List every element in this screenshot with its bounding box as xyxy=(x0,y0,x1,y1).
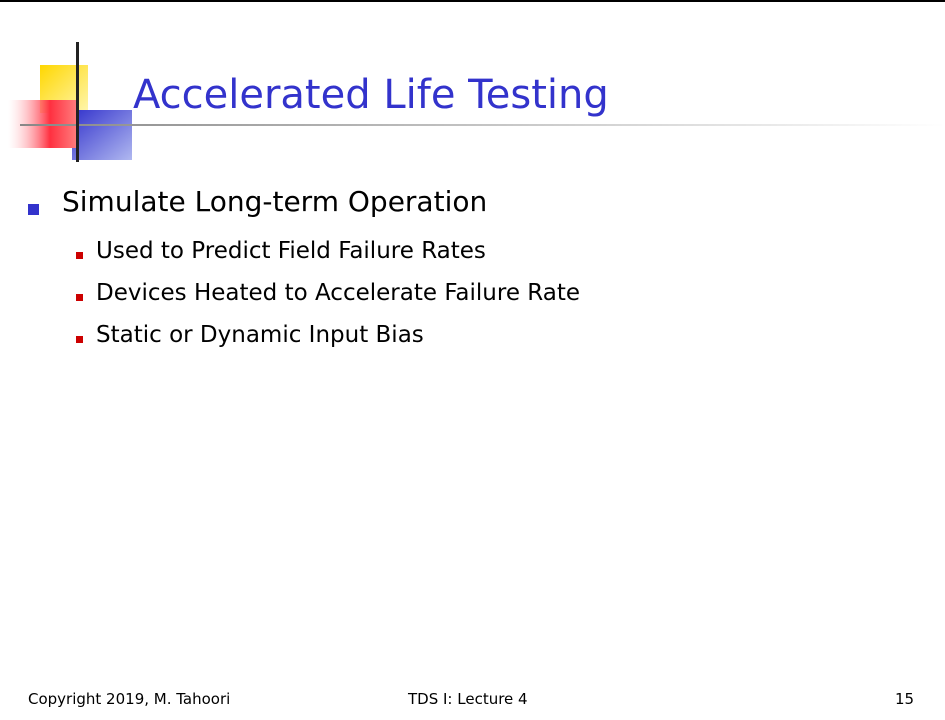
sub-bullet xyxy=(76,336,83,343)
sub-bullet-text: Used to Predict Field Failure Rates xyxy=(96,238,486,264)
footer-copyright: Copyright 2019, M. Tahoori xyxy=(28,690,231,708)
sub-bullet-text: Static or Dynamic Input Bias xyxy=(96,322,424,348)
page-number: 15 xyxy=(895,690,915,708)
footer-center: TDS I: Lecture 4 xyxy=(408,690,528,708)
title: Accelerated Life Testing xyxy=(133,72,609,118)
sub-bullet xyxy=(76,252,83,259)
sub-bullet-text: Devices Heated to Accelerate Failure Rat… xyxy=(96,280,581,306)
title-decoration xyxy=(8,42,945,162)
bullet-text: Simulate Long-term Operation xyxy=(62,185,488,218)
sub-bullet xyxy=(76,294,83,301)
top-border xyxy=(0,0,945,2)
bullet xyxy=(28,204,39,215)
